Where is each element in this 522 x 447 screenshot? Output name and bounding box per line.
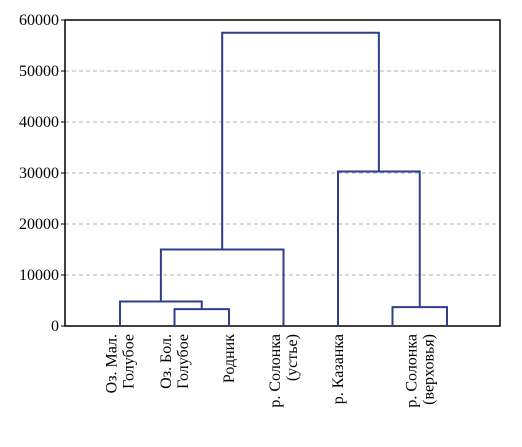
leaf-label: р. Казанка bbox=[330, 334, 347, 404]
leaf-label: Голубое bbox=[175, 334, 192, 389]
leaf-label: Оз. Бол. bbox=[158, 334, 175, 389]
y-tick-label: 30000 bbox=[19, 165, 59, 182]
leaf-label: Родник bbox=[221, 334, 238, 383]
leaf-label: р. Солонка bbox=[267, 334, 284, 408]
dendrogram-link bbox=[173, 308, 230, 326]
dendrogram-link bbox=[159, 248, 285, 326]
y-tick-label: 40000 bbox=[19, 114, 59, 131]
dendrogram-link bbox=[337, 170, 421, 326]
dendrogram-link bbox=[119, 300, 203, 326]
leaf-label: (устье) bbox=[284, 334, 301, 381]
leaf-label: р. Солонка bbox=[403, 334, 420, 408]
y-tick-label: 0 bbox=[51, 318, 59, 335]
y-tick-label: 10000 bbox=[19, 267, 59, 284]
leaf-label: Голубое bbox=[121, 334, 138, 389]
leaf-label: (верховья) bbox=[420, 334, 437, 405]
dendrogram-link bbox=[221, 31, 380, 250]
y-tick-label: 50000 bbox=[19, 63, 59, 80]
leaf-label: Оз. Мал. bbox=[104, 334, 121, 393]
dendrogram-link bbox=[391, 306, 448, 326]
y-tick-label: 20000 bbox=[19, 216, 59, 233]
y-tick-label: 60000 bbox=[19, 12, 59, 29]
